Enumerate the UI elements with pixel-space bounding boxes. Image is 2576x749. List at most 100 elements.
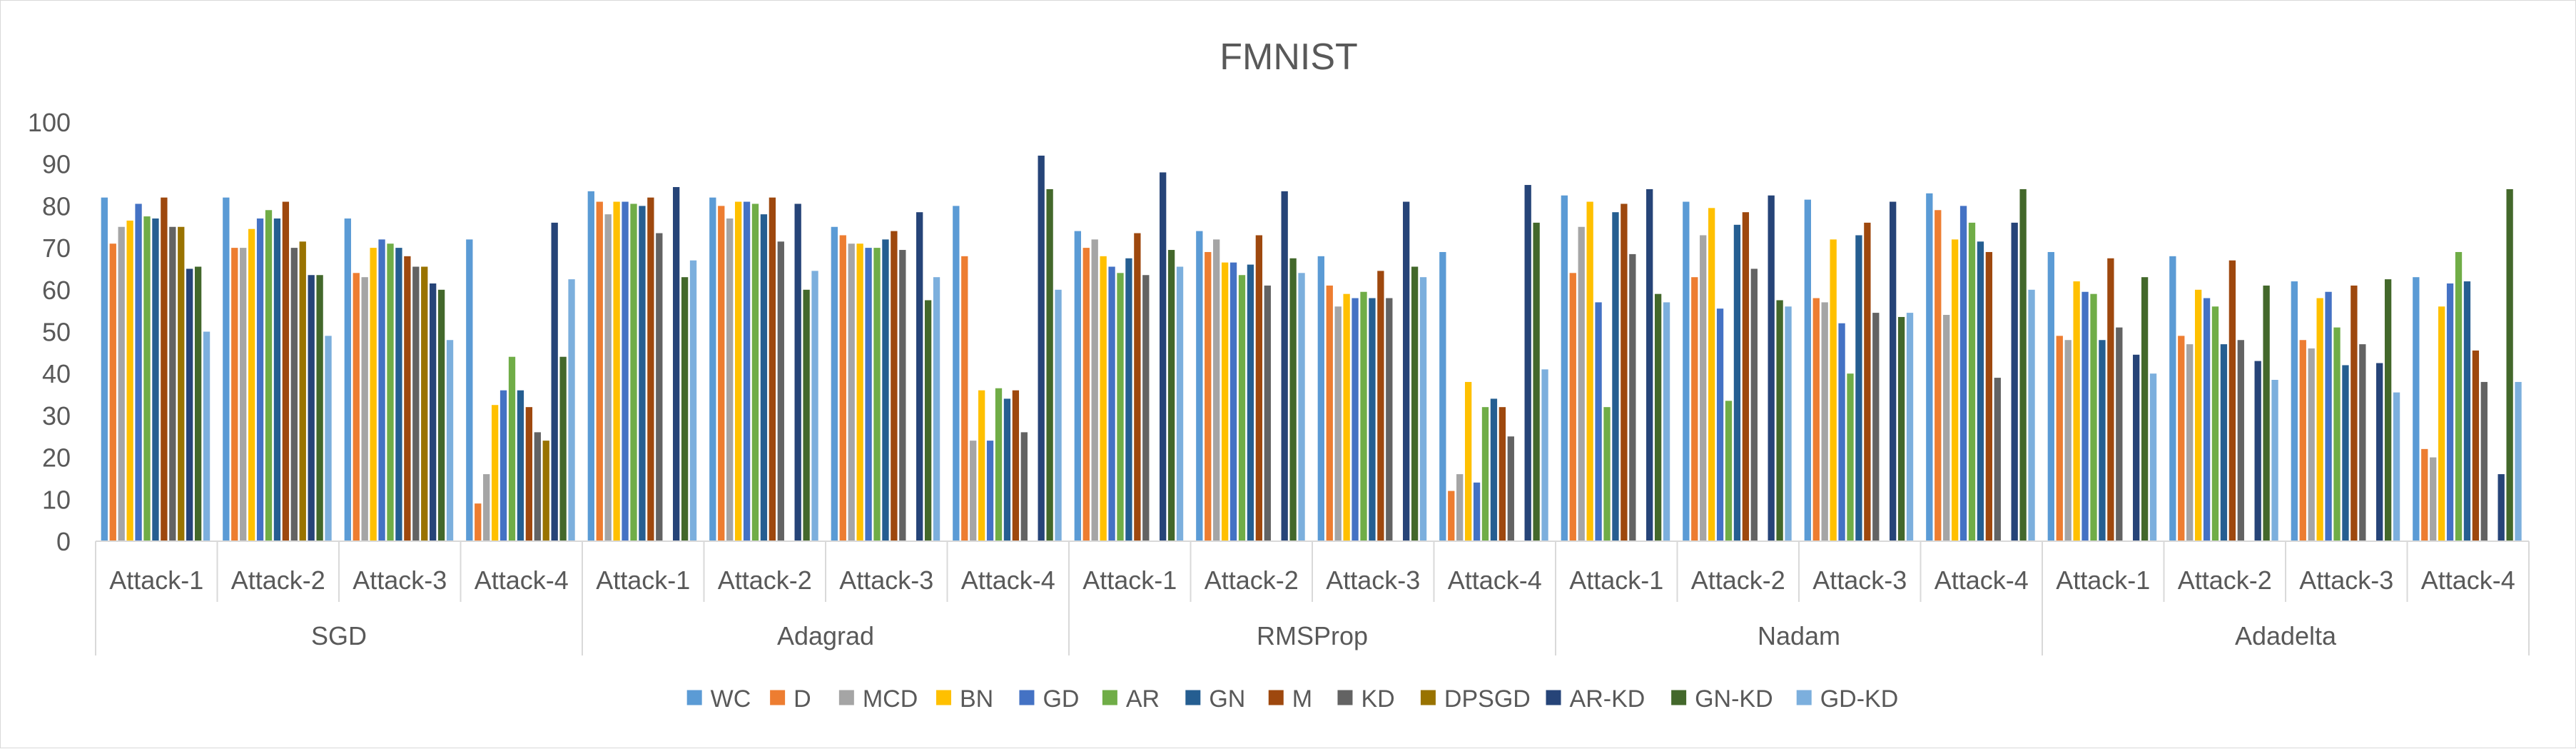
bar-gn-kd-sgd-attack-3 xyxy=(437,289,445,541)
bar-mcd-adagrad-attack-1 xyxy=(604,214,612,541)
legend-swatch-gd-kd xyxy=(1796,690,1812,705)
bar-gd-adagrad-attack-2 xyxy=(743,201,751,541)
bar-wc-adadelta-attack-4 xyxy=(2413,277,2420,541)
bar-m-adadelta-attack-4 xyxy=(2472,350,2480,541)
bar-wc-nadam-attack-1 xyxy=(1561,195,1568,541)
bar-gd-sgd-attack-4 xyxy=(500,390,507,541)
bar-m-sgd-attack-3 xyxy=(404,256,411,541)
bar-kd-rmsprop-attack-1 xyxy=(1142,275,1150,541)
bar-gn-kd-rmsprop-attack-4 xyxy=(1533,222,1540,541)
bar-mcd-rmsprop-attack-3 xyxy=(1334,306,1342,541)
bar-gd-adagrad-attack-4 xyxy=(986,441,994,541)
bar-kd-nadam-attack-2 xyxy=(1750,268,1758,541)
bar-gd-sgd-attack-3 xyxy=(378,239,385,541)
bar-gn-sgd-attack-3 xyxy=(395,248,402,541)
bar-kd-sgd-attack-1 xyxy=(169,226,176,541)
bar-m-sgd-attack-1 xyxy=(161,197,168,541)
bar-gd-kd-adagrad-attack-4 xyxy=(1055,289,1062,541)
bar-ar-kd-adadelta-attack-4 xyxy=(2498,474,2505,541)
bar-bn-adagrad-attack-3 xyxy=(856,243,863,541)
bar-bn-sgd-attack-2 xyxy=(248,228,255,541)
bar-mcd-sgd-attack-2 xyxy=(240,248,247,541)
bar-gd-kd-sgd-attack-4 xyxy=(568,279,575,542)
bar-d-nadam-attack-1 xyxy=(1569,273,1576,541)
bar-mcd-adadelta-attack-4 xyxy=(2430,457,2437,541)
bar-wc-adagrad-attack-1 xyxy=(587,191,594,541)
bar-d-adagrad-attack-3 xyxy=(839,235,846,541)
bar-m-rmsprop-attack-4 xyxy=(1499,407,1506,541)
bar-gd-kd-adadelta-attack-2 xyxy=(2271,380,2278,541)
legend-swatch-gn xyxy=(1185,690,1201,705)
x-axis: Attack-1 Attack-2 Attack-3 Attack-4 SGD Attac… xyxy=(95,541,2530,655)
bar-gn-sgd-attack-2 xyxy=(273,218,281,541)
bar-d-rmsprop-attack-4 xyxy=(1448,491,1455,541)
bar-kd-nadam-attack-4 xyxy=(1994,378,2001,541)
bar-mcd-adadelta-attack-2 xyxy=(2186,344,2194,541)
bar-ar-sgd-attack-3 xyxy=(387,243,394,541)
bar-ar-nadam-attack-4 xyxy=(1968,222,1976,541)
y-tick-label: 0 xyxy=(56,527,71,556)
bar-wc-rmsprop-attack-3 xyxy=(1317,256,1324,541)
bar-wc-adadelta-attack-1 xyxy=(2047,251,2054,541)
bar-gd-kd-adadelta-attack-1 xyxy=(2149,373,2157,541)
bar-ar-kd-sgd-attack-4 xyxy=(551,222,558,541)
legend-label-m: M xyxy=(1292,685,1312,713)
bar-m-nadam-attack-1 xyxy=(1621,203,1628,541)
bar-m-nadam-attack-4 xyxy=(1985,251,1993,541)
bar-ar-rmsprop-attack-4 xyxy=(1481,407,1489,541)
bar-m-rmsprop-attack-2 xyxy=(1255,235,1263,541)
legend-swatch-m xyxy=(1268,690,1284,705)
y-tick-label: 90 xyxy=(42,150,71,179)
bar-d-nadam-attack-4 xyxy=(1934,210,1942,541)
bar-d-adagrad-attack-2 xyxy=(718,206,725,541)
bar-d-sgd-attack-4 xyxy=(475,503,482,541)
bar-mcd-sgd-attack-3 xyxy=(361,277,368,541)
x-category-label: Attack-2 xyxy=(1205,565,1299,595)
bar-ar-sgd-attack-1 xyxy=(143,216,151,541)
bar-gd-kd-sgd-attack-1 xyxy=(203,331,211,541)
bar-gd-adagrad-attack-1 xyxy=(622,201,629,541)
bar-gn-kd-adadelta-attack-1 xyxy=(2141,277,2149,541)
bar-dpsgd-sgd-attack-1 xyxy=(178,226,185,541)
legend-label-gd-kd: GD-KD xyxy=(1820,685,1899,713)
x-category-label: Attack-1 xyxy=(1082,565,1177,595)
bar-dpsgd-sgd-attack-4 xyxy=(542,441,549,541)
bar-ar-rmsprop-attack-3 xyxy=(1360,291,1367,541)
bar-gd-nadam-attack-1 xyxy=(1595,302,1602,541)
bar-ar-kd-sgd-attack-3 xyxy=(430,283,437,541)
bar-mcd-rmsprop-attack-4 xyxy=(1456,474,1464,541)
bar-bn-adagrad-attack-4 xyxy=(978,390,985,541)
bar-wc-adagrad-attack-4 xyxy=(953,206,960,541)
bar-mcd-nadam-attack-4 xyxy=(1943,315,1950,541)
bar-wc-adagrad-attack-3 xyxy=(831,226,838,541)
bar-ar-kd-rmsprop-attack-3 xyxy=(1403,201,1410,541)
bar-d-adadelta-attack-4 xyxy=(2421,448,2428,541)
bar-bn-nadam-attack-1 xyxy=(1586,201,1593,541)
bar-ar-kd-adagrad-attack-2 xyxy=(794,203,801,541)
bar-bn-rmsprop-attack-1 xyxy=(1100,256,1107,541)
bar-ar-adadelta-attack-1 xyxy=(2090,293,2097,541)
bar-gd-kd-adagrad-attack-1 xyxy=(689,260,697,541)
bars xyxy=(101,155,2522,542)
legend-swatch-d xyxy=(770,690,786,705)
bar-gd-rmsprop-attack-3 xyxy=(1352,298,1359,541)
bar-gd-kd-rmsprop-attack-4 xyxy=(1541,369,1548,541)
bar-d-rmsprop-attack-2 xyxy=(1205,251,1212,541)
bar-ar-sgd-attack-2 xyxy=(265,210,273,541)
bar-gn-kd-nadam-attack-4 xyxy=(2019,188,2027,541)
bar-d-adagrad-attack-1 xyxy=(596,201,603,541)
bar-gd-adadelta-attack-2 xyxy=(2203,298,2211,541)
x-group-label: Adadelta xyxy=(2235,621,2337,650)
bar-ar-kd-nadam-attack-3 xyxy=(1890,201,1897,541)
bar-gd-rmsprop-attack-1 xyxy=(1108,266,1115,541)
bar-gn-kd-adadelta-attack-2 xyxy=(2263,285,2270,541)
bar-gn-nadam-attack-1 xyxy=(1612,212,1619,541)
x-category-label: Attack-3 xyxy=(353,565,447,595)
bar-ar-adadelta-attack-3 xyxy=(2333,327,2341,541)
bar-bn-nadam-attack-2 xyxy=(1708,208,1715,541)
bar-mcd-sgd-attack-4 xyxy=(483,474,490,541)
bar-ar-kd-nadam-attack-4 xyxy=(2011,222,2018,541)
bar-mcd-rmsprop-attack-1 xyxy=(1091,239,1098,541)
